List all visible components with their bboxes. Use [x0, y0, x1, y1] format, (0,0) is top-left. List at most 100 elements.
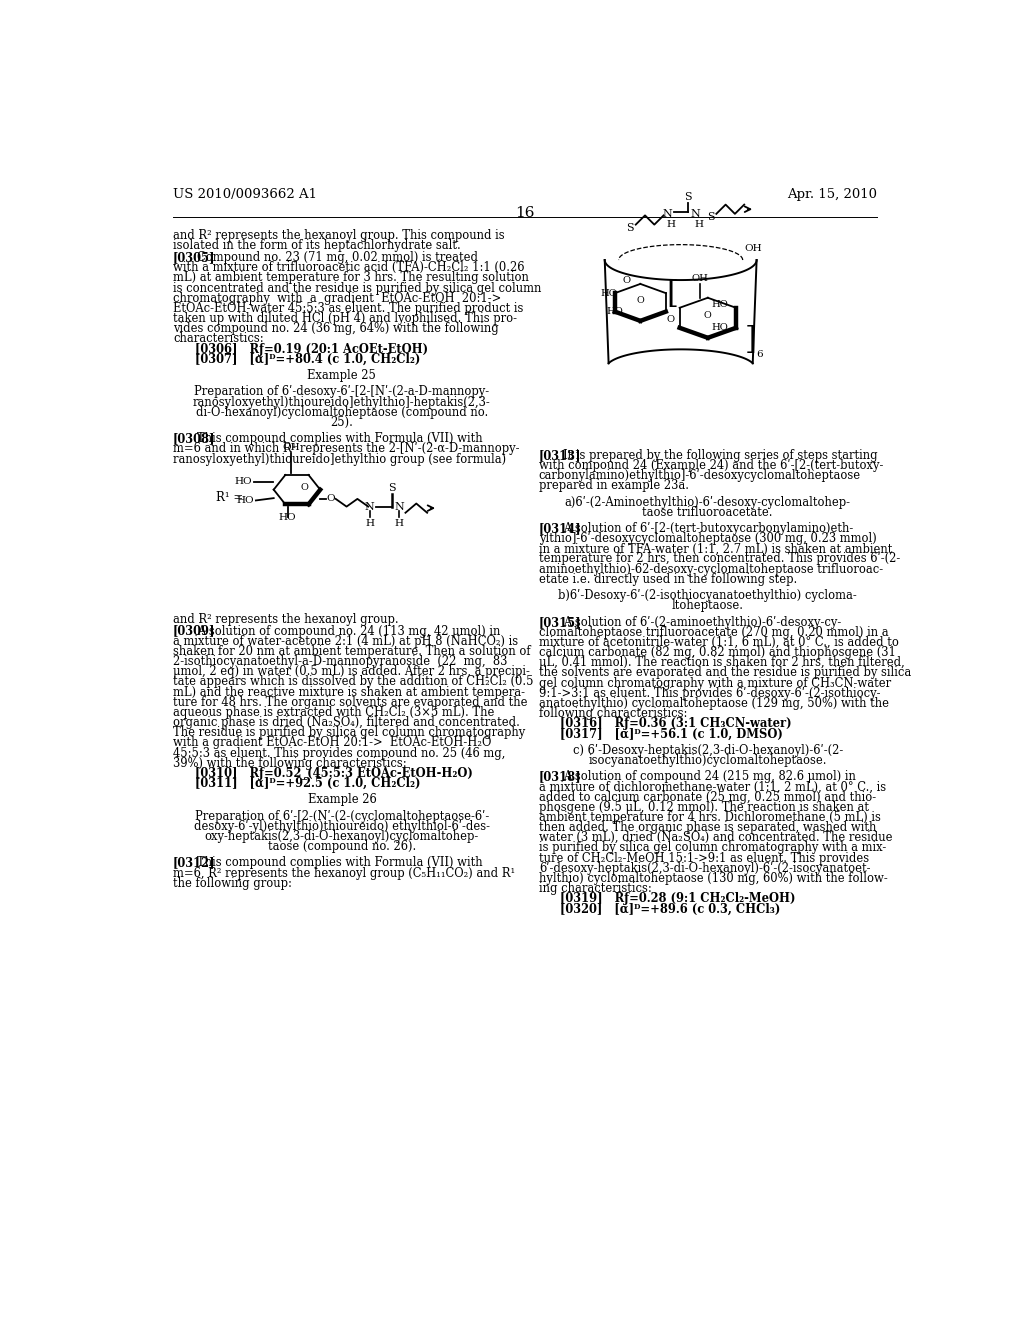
- Text: prepared in example 23a.: prepared in example 23a.: [539, 479, 689, 492]
- Text: S: S: [684, 191, 691, 202]
- Text: ture for 48 hrs. The organic solvents are evaporated and the: ture for 48 hrs. The organic solvents ar…: [173, 696, 527, 709]
- Text: 16: 16: [515, 206, 535, 220]
- Text: taken up with diluted HCl (pH 4) and lyophilised. This pro-: taken up with diluted HCl (pH 4) and lyo…: [173, 312, 517, 325]
- Text: mL) and the reactive mixture is shaken at ambient tempera-: mL) and the reactive mixture is shaken a…: [173, 685, 525, 698]
- Text: HO: HO: [237, 496, 254, 506]
- Text: The residue is purified by silica gel column chromatography: The residue is purified by silica gel co…: [173, 726, 525, 739]
- Text: [0312]: [0312]: [173, 857, 215, 870]
- Text: organic phase is dried (Na₂SO₄), filtered and concentrated.: organic phase is dried (Na₂SO₄), filtere…: [173, 715, 520, 729]
- Text: desoxy-6ʹ-yl)ethylthio)thioureido) ethylthiol-6ʹ-des-: desoxy-6ʹ-yl)ethylthio)thioureido) ethyl…: [194, 820, 489, 833]
- Text: N: N: [394, 502, 404, 512]
- Text: 6ʹ-desoxy-heptakis(2,3-di-O-hexanoyl)-6ʹ-(2-isocyanatoet-: 6ʹ-desoxy-heptakis(2,3-di-O-hexanoyl)-6ʹ…: [539, 862, 870, 875]
- Text: O: O: [301, 483, 308, 492]
- Text: characteristics:: characteristics:: [173, 333, 263, 346]
- Text: mixture of acetonitrile-water (1:1, 6 mL), at 0° C., is added to: mixture of acetonitrile-water (1:1, 6 mL…: [539, 636, 899, 649]
- Text: μmol, 2 eq) in water (0.5 mL) is added. After 2 hrs, a precipi-: μmol, 2 eq) in water (0.5 mL) is added. …: [173, 665, 529, 678]
- Text: tate appears which is dissolved by the addition of CH₂Cl₂ (0.5: tate appears which is dissolved by the a…: [173, 676, 534, 688]
- Text: ranosyloxyethyl)thioureido]ethylthio]-heptakis(2,3-: ranosyloxyethyl)thioureido]ethylthio]-he…: [194, 396, 490, 409]
- Text: 9:1->3:1 as eluent. This provides 6ʹ-desoxy-6ʹ-(2-isothiocy-: 9:1->3:1 as eluent. This provides 6ʹ-des…: [539, 686, 881, 700]
- Text: ylthio]-6ʹ-desoxycyclomaltoheptaose (300 mg, 0.23 mmol): ylthio]-6ʹ-desoxycyclomaltoheptaose (300…: [539, 532, 877, 545]
- Text: isolated in the form of its heptachlorhydrate salt.: isolated in the form of its heptachlorhy…: [173, 239, 461, 252]
- Text: anatoethylthio) cyclomaltoheptaose (129 mg, 50%) with the: anatoethylthio) cyclomaltoheptaose (129 …: [539, 697, 889, 710]
- Text: A solution of 6ʹ-(2-aminoethylthio)-6ʹ-desoxy-cy-: A solution of 6ʹ-(2-aminoethylthio)-6ʹ-d…: [563, 615, 841, 628]
- Text: O: O: [327, 495, 335, 503]
- Text: US 2010/0093662 A1: US 2010/0093662 A1: [173, 187, 317, 201]
- Text: ltoheptaose.: ltoheptaose.: [672, 599, 743, 612]
- Text: shaken for 20 nm at ambient temperature. Then a solution of: shaken for 20 nm at ambient temperature.…: [173, 645, 530, 657]
- Text: H: H: [666, 220, 675, 230]
- Text: [0308]: [0308]: [173, 432, 215, 445]
- Text: Preparation of 6ʹ-desoxy-6ʹ-[2-[Nʹ-(2-a-D-mannopy-: Preparation of 6ʹ-desoxy-6ʹ-[2-[Nʹ-(2-a-…: [195, 385, 489, 399]
- Text: chromatography  with  a  gradient  EtOAc-EtOH  20:1->: chromatography with a gradient EtOAc-EtO…: [173, 292, 501, 305]
- Text: m=6 and in which R¹ represents the 2-[Nʹ-(2-α-D-mannopy-: m=6 and in which R¹ represents the 2-[Nʹ…: [173, 442, 519, 455]
- Text: [0313]: [0313]: [539, 449, 582, 462]
- Text: S: S: [627, 223, 634, 232]
- Text: Example 25: Example 25: [307, 370, 377, 381]
- Text: is concentrated and the residue is purified by silica gel column: is concentrated and the residue is purif…: [173, 281, 542, 294]
- Text: [0318]: [0318]: [539, 771, 582, 783]
- Text: H: H: [394, 519, 403, 528]
- Text: Preparation of 6ʹ-[2-(Nʹ-(2-(cyclomaltoheptaose-6ʹ-: Preparation of 6ʹ-[2-(Nʹ-(2-(cyclomaltoh…: [195, 809, 489, 822]
- Text: 2-isothiocyanatoethyl-a-D-mannopyranoside  (22  mg,  83: 2-isothiocyanatoethyl-a-D-mannopyranosid…: [173, 655, 507, 668]
- Text: following characteristics:: following characteristics:: [539, 708, 687, 721]
- Text: H: H: [694, 220, 703, 230]
- Text: N: N: [365, 502, 375, 512]
- Text: aminoethylthio)-62-desoxy-cyclomaltoheptaose trifluoroac-: aminoethylthio)-62-desoxy-cyclomaltohept…: [539, 562, 883, 576]
- Text: [0315]: [0315]: [539, 615, 582, 628]
- Text: and R² represents the hexanoyl group.: and R² represents the hexanoyl group.: [173, 612, 398, 626]
- Text: oxy-heptakis(2,3-di-O-hexanoyl)cyclomaltohep-: oxy-heptakis(2,3-di-O-hexanoyl)cyclomalt…: [205, 830, 479, 843]
- Text: O: O: [703, 312, 712, 319]
- Text: OH: OH: [691, 273, 709, 282]
- Text: HO: HO: [279, 513, 297, 523]
- Text: H: H: [366, 519, 375, 528]
- Text: with a mixture of trifluoroacetic acid (TFA)-CH₂Cl₂ 1:1 (0.26: with a mixture of trifluoroacetic acid (…: [173, 261, 524, 275]
- Text: the solvents are evaporated and the residue is purified by silica: the solvents are evaporated and the resi…: [539, 667, 911, 680]
- Text: [0306]   Rƒ=0.19 (20:1 AcOEt-EtOH): [0306] Rƒ=0.19 (20:1 AcOEt-EtOH): [195, 343, 428, 355]
- Text: N: N: [690, 209, 700, 219]
- Text: 45:5:3 as eluent. This provides compound no. 25 (46 mg,: 45:5:3 as eluent. This provides compound…: [173, 747, 505, 759]
- Text: carbonylamino)ethylthio]-6ʹ-desoxycyclomaltoheptaose: carbonylamino)ethylthio]-6ʹ-desoxycyclom…: [539, 469, 861, 482]
- Text: 39%) with the following characteristics:: 39%) with the following characteristics:: [173, 756, 407, 770]
- Text: mL) at ambient temperature for 3 hrs. The resulting solution: mL) at ambient temperature for 3 hrs. Th…: [173, 272, 528, 284]
- Text: [0316]   Rƒ=0.36 (3:1 CH₃CN-water): [0316] Rƒ=0.36 (3:1 CH₃CN-water): [560, 717, 793, 730]
- Text: a mixture of dichloromethane-water (1:1, 2 mL), at 0° C., is: a mixture of dichloromethane-water (1:1,…: [539, 780, 886, 793]
- Text: HO: HO: [600, 289, 616, 297]
- Text: [0309]: [0309]: [173, 624, 215, 638]
- Text: A solution of compound no. 24 (113 mg, 42 μmol) in: A solution of compound no. 24 (113 mg, 4…: [197, 624, 501, 638]
- Text: It is prepared by the following series of steps starting: It is prepared by the following series o…: [563, 449, 878, 462]
- Text: O: O: [623, 276, 631, 285]
- Text: [0319]   Rƒ=0.28 (9:1 CH₂Cl₂-MeOH): [0319] Rƒ=0.28 (9:1 CH₂Cl₂-MeOH): [560, 892, 796, 906]
- Text: clomaltoheptaose trifluoroacetate (270 mg, 0.20 mmol) in a: clomaltoheptaose trifluoroacetate (270 m…: [539, 626, 889, 639]
- Text: Apr. 15, 2010: Apr. 15, 2010: [786, 187, 877, 201]
- Text: ing characteristics:: ing characteristics:: [539, 882, 651, 895]
- Text: HO: HO: [712, 323, 728, 333]
- Text: OH: OH: [282, 442, 300, 451]
- Text: 25).: 25).: [331, 416, 353, 429]
- Text: ambient temperature for 4 hrs. Dichloromethane (5 mL) is: ambient temperature for 4 hrs. Dichlorom…: [539, 810, 881, 824]
- Text: O: O: [637, 296, 644, 305]
- Text: b)6ʹ-Desoxy-6ʹ-(2-isothiocyanatoethylthio) cycloma-: b)6ʹ-Desoxy-6ʹ-(2-isothiocyanatoethylthi…: [558, 589, 857, 602]
- Text: This compound complies with Formula (VII) with: This compound complies with Formula (VII…: [197, 857, 482, 870]
- Text: water (3 mL), dried (Na₂SO₄) and concentrated. The residue: water (3 mL), dried (Na₂SO₄) and concent…: [539, 832, 892, 845]
- Text: ture of CH₂Cl₂-MeOH 15:1->9:1 as eluent. This provides: ture of CH₂Cl₂-MeOH 15:1->9:1 as eluent.…: [539, 851, 869, 865]
- Text: in a mixture of TFA-water (1:1, 2.7 mL) is shaken at ambient: in a mixture of TFA-water (1:1, 2.7 mL) …: [539, 543, 892, 556]
- Text: aqueous phase is extracted with CH₂Cl₂ (3×5 mL). The: aqueous phase is extracted with CH₂Cl₂ (…: [173, 706, 495, 719]
- Text: calcium carbonate (82 mg, 0.82 mmol) and thiophosgene (31: calcium carbonate (82 mg, 0.82 mmol) and…: [539, 645, 896, 659]
- Text: then added. The organic phase is separated, washed with: then added. The organic phase is separat…: [539, 821, 877, 834]
- Text: hylthio) cyclomaltoheptaose (130 mg, 60%) with the follow-: hylthio) cyclomaltoheptaose (130 mg, 60%…: [539, 873, 888, 884]
- Text: [0317]   [α]ᴰ=+56.1 (c 1.0, DMSO): [0317] [α]ᴰ=+56.1 (c 1.0, DMSO): [560, 727, 783, 741]
- Text: A solution of 6ʹ-[2-(tert-butoxycarbonylamino)eth-: A solution of 6ʹ-[2-(tert-butoxycarbonyl…: [563, 521, 853, 535]
- Text: etate i.e. directly used in the following step.: etate i.e. directly used in the followin…: [539, 573, 797, 586]
- Text: EtOAc-EtOH-water 45:5:3 as eluent. The purified product is: EtOAc-EtOH-water 45:5:3 as eluent. The p…: [173, 302, 523, 315]
- Text: Example 26: Example 26: [307, 793, 376, 807]
- Text: taose trifluoroacetate.: taose trifluoroacetate.: [642, 506, 773, 519]
- Text: [: [: [667, 280, 678, 310]
- Text: isocyanatoethylthio)cyclomaltoheptaose.: isocyanatoethylthio)cyclomaltoheptaose.: [589, 754, 827, 767]
- Text: is purified by silica gel column chromatography with a mix-: is purified by silica gel column chromat…: [539, 841, 886, 854]
- Text: 6: 6: [757, 350, 763, 359]
- Text: [0310]   Rƒ=0.52_(45:5:3 EtOAc-EtOH-H₂O): [0310] Rƒ=0.52_(45:5:3 EtOAc-EtOH-H₂O): [195, 767, 472, 780]
- Text: HO: HO: [606, 308, 624, 315]
- Text: phosgene (9.5 μL, 0.12 mmol). The reaction is shaken at: phosgene (9.5 μL, 0.12 mmol). The reacti…: [539, 801, 868, 813]
- Text: a mixture of water-acetone 2:1 (4 mL) at pH 8 (NaHCO₂) is: a mixture of water-acetone 2:1 (4 mL) at…: [173, 635, 518, 648]
- Text: ranosyloxyethyl)thioureido]ethylthio group (see formula): ranosyloxyethyl)thioureido]ethylthio gro…: [173, 453, 506, 466]
